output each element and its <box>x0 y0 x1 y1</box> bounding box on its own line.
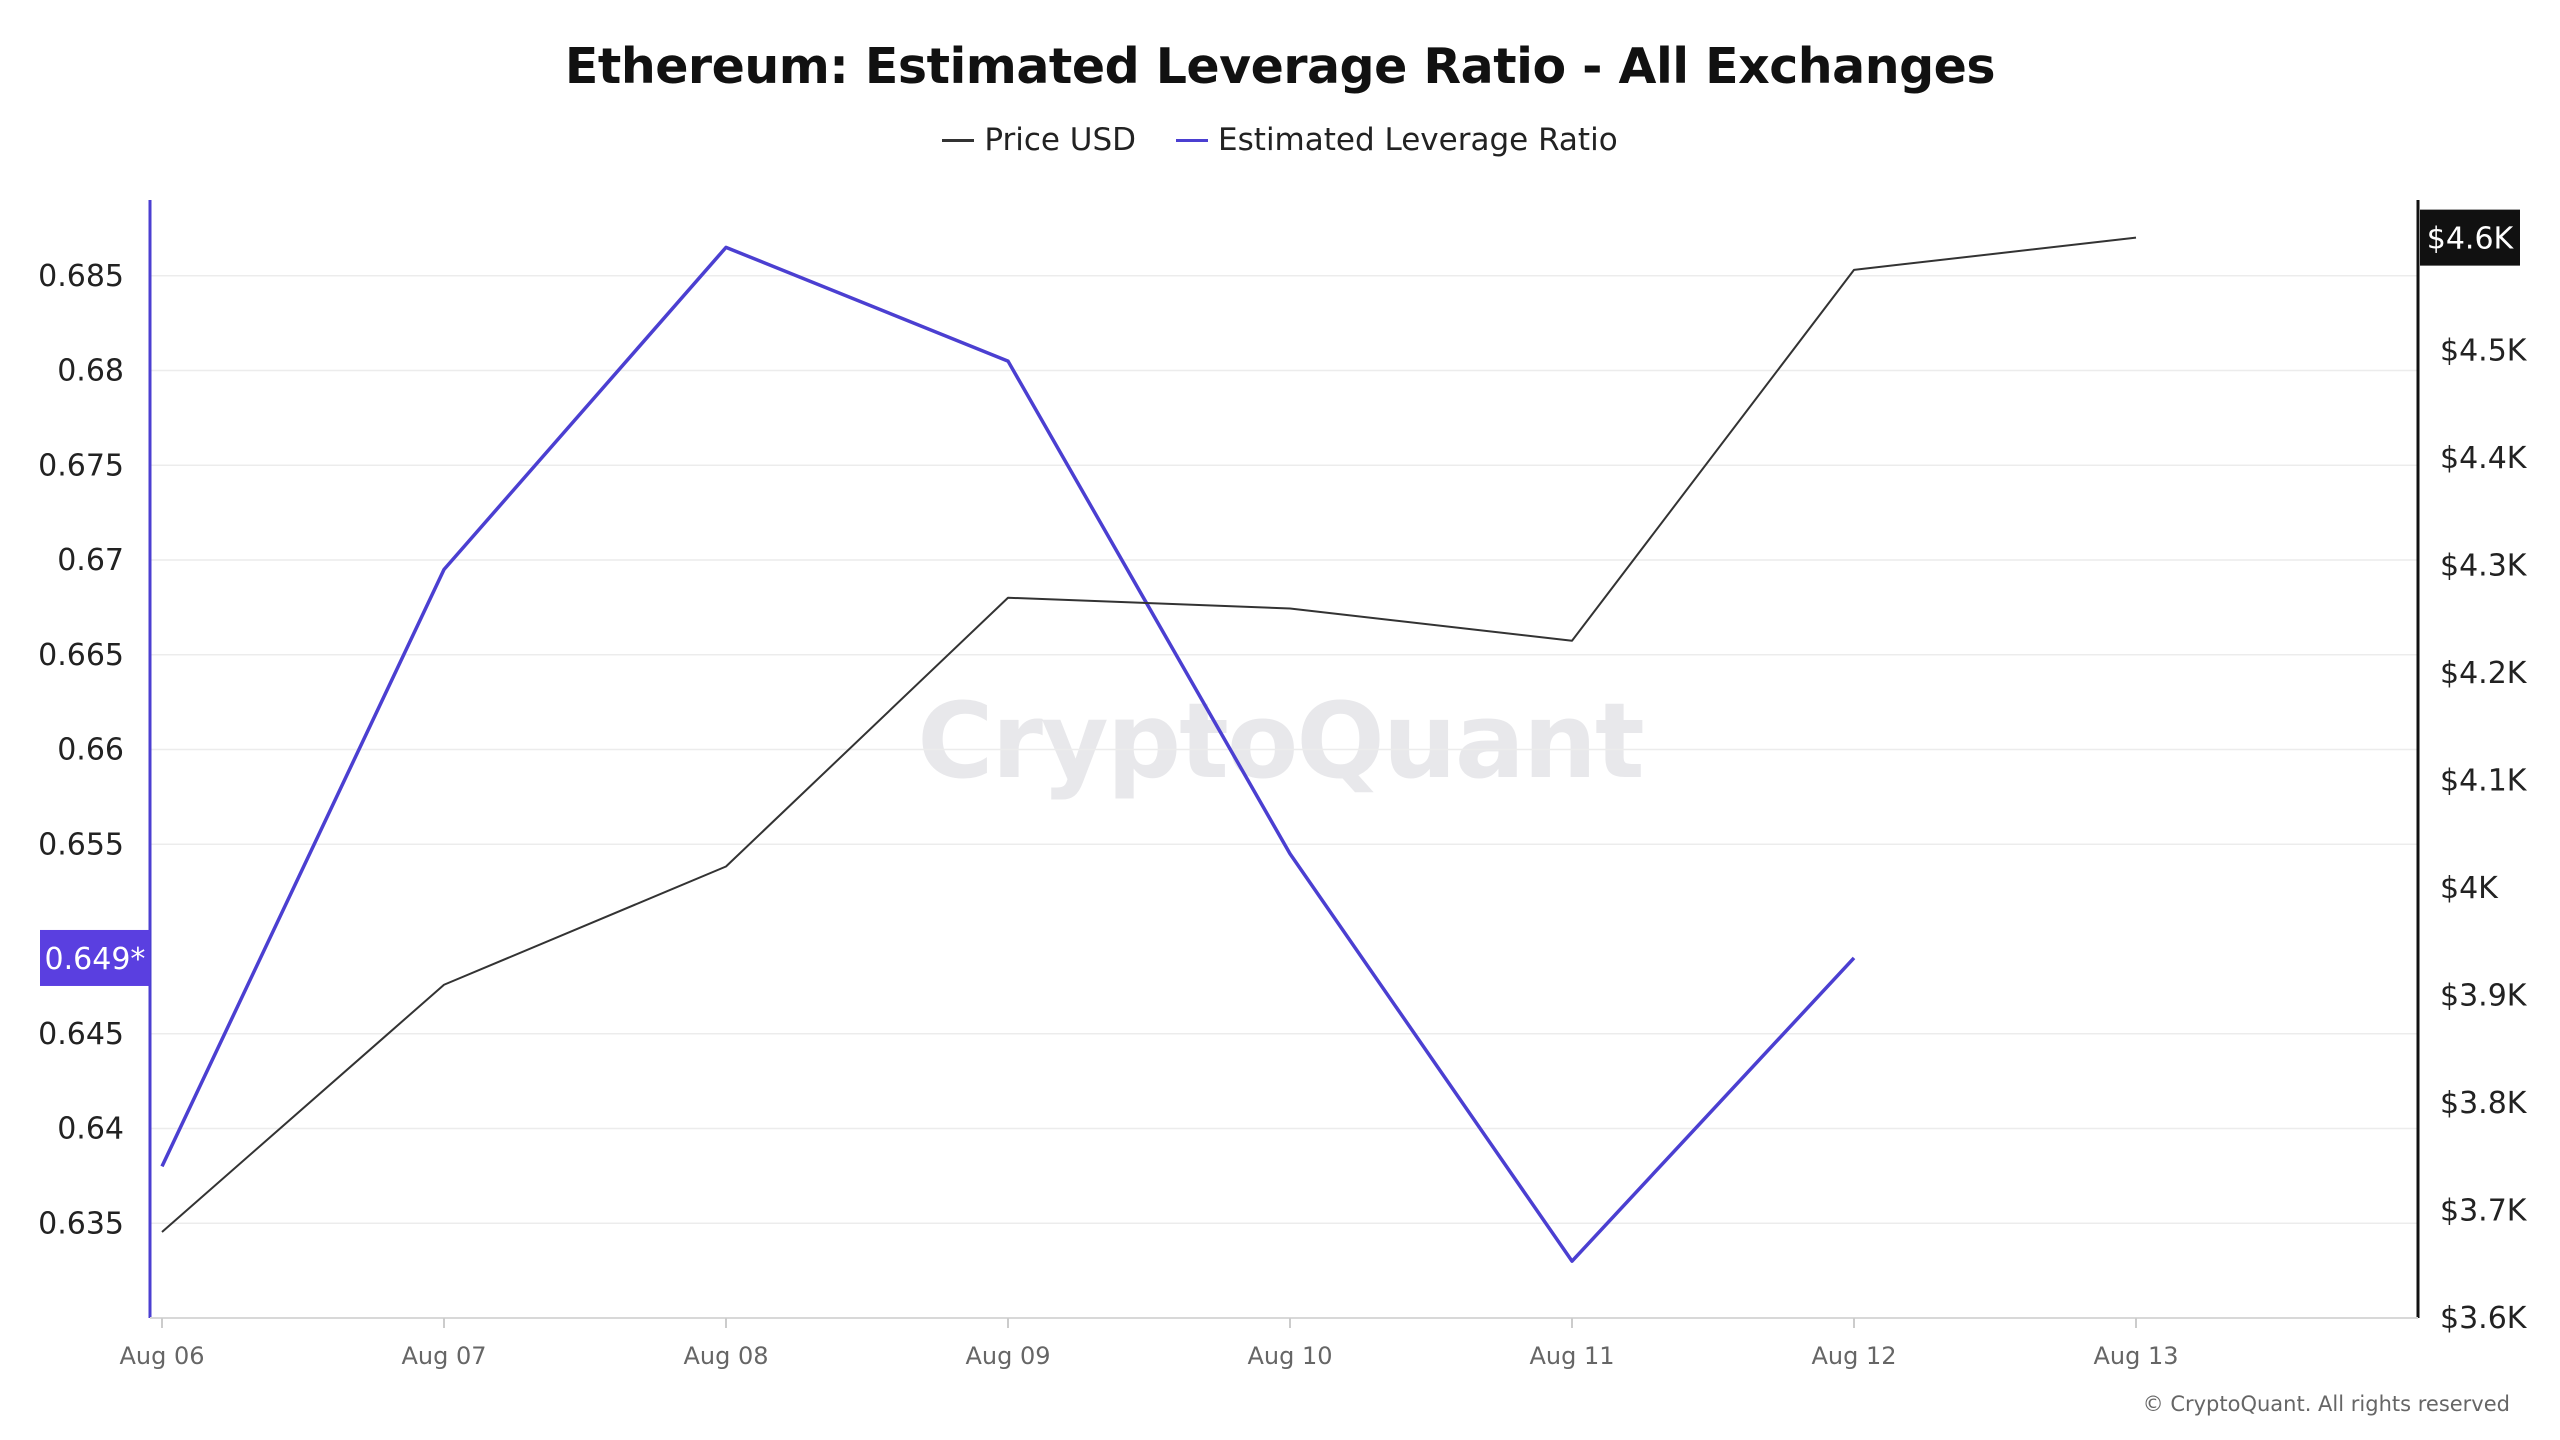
legend-label-price: Price USD <box>984 122 1137 158</box>
chart-title: Ethereum: Estimated Leverage Ratio - All… <box>564 38 1996 95</box>
left-tick-label: 0.68 <box>57 354 124 389</box>
legend-swatch-ratio <box>1176 138 1209 142</box>
left-tick-label: 0.685 <box>38 259 124 294</box>
right-tick-label: $4.3K <box>2440 549 2528 584</box>
right-tick-label: $3.7K <box>2440 1194 2528 1229</box>
legend: Price USD Estimated Leverage Ratio <box>0 122 2560 158</box>
right-tick-label: $4K <box>2440 871 2499 906</box>
right-tick-label: $4.5K <box>2440 334 2528 369</box>
grid-lines <box>150 275 2418 1225</box>
left-axis-ticks: 0.635 0.64 0.645 0.655 0.66 0.665 0.67 0.675 0.6… <box>38 259 124 1241</box>
x-tick-label: Aug 07 <box>401 1342 486 1370</box>
right-tick-label: $4.2K <box>2440 656 2528 691</box>
ratio-current-badge <box>40 929 150 986</box>
price-series-line <box>161 236 2137 1233</box>
x-tick-label: Aug 11 <box>1529 1342 1614 1370</box>
legend-swatch-price <box>942 138 975 142</box>
left-tick-label: 0.67 <box>57 543 124 578</box>
x-tick-label: Aug 12 <box>1811 1342 1896 1370</box>
watermark: CryptoQuant <box>917 680 1644 802</box>
price-current-badge <box>2420 209 2520 266</box>
right-tick-label: $4.4K <box>2440 441 2528 476</box>
legend-item-ratio[interactable]: Estimated Leverage Ratio <box>1176 122 1618 158</box>
left-tick-label: 0.635 <box>38 1206 124 1241</box>
right-tick-label: $3.9K <box>2440 979 2528 1014</box>
right-axis-ticks: $3.6K $3.7K $3.8K $3.9K $4K $4.1K $4.2K $4.3K $4… <box>2440 334 2528 1337</box>
x-tick-label: Aug 08 <box>683 1342 768 1370</box>
left-tick-label: 0.645 <box>38 1017 124 1052</box>
left-tick-label: 0.64 <box>57 1112 124 1147</box>
axes <box>148 200 2420 1319</box>
right-tick-label: $4.1K <box>2440 764 2528 799</box>
right-tick-label: $3.6K <box>2440 1301 2528 1336</box>
price-current-label: $4.6K <box>2427 222 2515 257</box>
series-lines <box>160 236 2137 1263</box>
legend-item-price[interactable]: Price USD <box>942 122 1136 158</box>
x-tick-label: Aug 09 <box>965 1342 1050 1370</box>
current-value-badges: 0.649* $4.6K <box>40 209 2520 986</box>
copyright-text: © CryptoQuant. All rights reserved <box>2142 1392 2510 1416</box>
left-tick-label: 0.655 <box>38 827 124 862</box>
left-tick-label: 0.66 <box>57 733 124 768</box>
x-tick-label: Aug 10 <box>1247 1342 1332 1370</box>
ratio-series-line <box>160 245 1856 1263</box>
ratio-current-label: 0.649* <box>45 942 146 977</box>
x-axis-ticks: Aug 06 Aug 07 Aug 08 Aug 09 Aug 10 Aug 11 Aug … <box>119 1318 2179 1370</box>
x-tick-label: Aug 06 <box>119 1342 204 1370</box>
legend-label-ratio: Estimated Leverage Ratio <box>1218 122 1618 158</box>
left-tick-label: 0.675 <box>38 448 124 483</box>
right-tick-label: $3.8K <box>2440 1086 2528 1121</box>
left-tick-label: 0.665 <box>38 638 124 673</box>
x-tick-label: Aug 13 <box>2093 1342 2178 1370</box>
